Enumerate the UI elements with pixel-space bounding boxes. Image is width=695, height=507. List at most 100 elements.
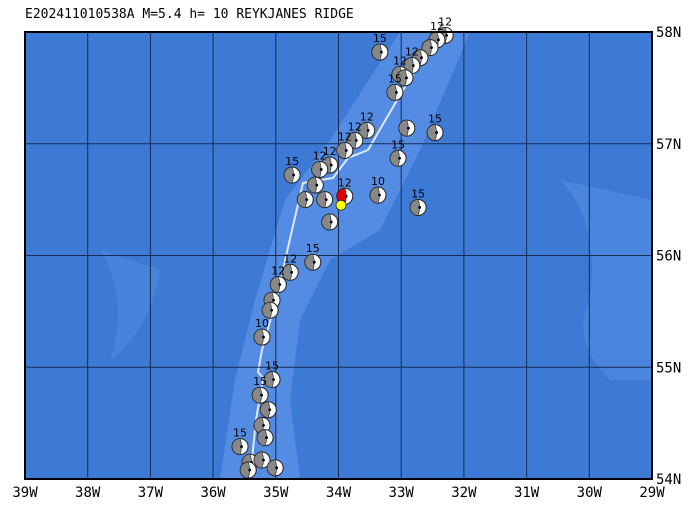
focal-mechanism [266,459,284,477]
beachball-quadrant [283,166,294,184]
lon-tick-label: 29W [639,485,665,501]
focal-mechanism [263,371,281,389]
beachball-center [240,445,243,448]
depth-label: 12 [283,252,297,265]
depth-label: 15 [411,187,425,200]
beachball-center [420,56,423,60]
focal-mechanism [306,176,324,194]
depth-label: 15 [373,32,387,45]
focal-mechanism [281,263,299,281]
beachball-center [437,38,440,42]
beachball-quadrant [358,122,369,139]
beachball-center [406,126,410,130]
beachball-center [272,298,275,302]
beachball-quadrant [251,386,262,404]
beachball-quadrant [426,124,437,141]
beachball-quadrant [260,401,271,419]
lon-tick-label: 39W [12,485,38,501]
beachball-center [272,378,275,381]
depth-label: 15 [233,427,247,440]
lon-tick-label: 32W [451,485,477,501]
beachball-center [262,423,265,427]
depth-label: 12 [438,15,452,28]
beachball-center [378,193,381,197]
beachball-quadrant [386,84,397,101]
lon-tick-label: 37W [138,485,164,501]
beachball-center [315,183,319,187]
depth-label: 15 [265,360,279,373]
beachball-center [319,168,323,171]
beachball-quadrant [369,186,380,204]
beachball-quadrant [239,461,251,479]
beachball-quadrant [389,149,400,167]
depth-label: 10 [371,175,385,188]
depth-label: 12 [338,176,352,189]
events: 1212121215151515101512121212121515121210… [231,15,454,479]
focal-mechanism [261,301,279,319]
beachball-center [270,308,274,312]
focal-mechanism [386,83,404,101]
depth-label: 12 [271,265,285,278]
beachball-center [268,408,272,412]
focal-mechanism [259,401,277,419]
lat-tick-label: 54N [656,472,681,488]
beachball-center [312,260,316,264]
depth-label: 10 [255,317,269,330]
focal-mechanism [389,149,407,167]
beachball-quadrant [261,301,272,319]
focal-mechanism [253,328,271,346]
beachball-center [344,194,348,198]
map-title: E202411010538A M=5.4 h= 10 REYKJANES RID… [25,7,354,22]
beachball-center [445,33,448,37]
focal-mechanism [371,43,389,61]
depth-label: 12 [405,46,419,59]
depth-label: 12 [348,120,362,133]
beachball-center [290,270,294,274]
beachball-center [329,220,333,224]
focal-mechanism [231,438,249,456]
beachball-quadrant [263,371,274,388]
lon-tick-label: 38W [75,485,101,501]
focal-mechanism [253,451,271,469]
focal-mechanism [358,121,376,139]
depth-label: 12 [313,149,327,162]
beachball-quadrant [321,213,332,231]
beachball-center [292,173,296,177]
beachball-quadrant [256,429,267,446]
beachball-center [344,149,348,152]
lon-tick-label: 33W [389,485,415,501]
beachball-quadrant [398,119,409,137]
beachball-center [265,436,269,440]
beachball-center [405,76,408,80]
beachball-center [418,206,422,209]
focal-mechanism [283,166,301,184]
beachball-quadrant [270,276,281,293]
focal-mechanism [296,191,314,209]
beachball-center [379,50,383,54]
beachball-center [411,64,415,67]
depth-label: 12 [393,54,407,67]
focal-mechanism [239,461,257,479]
beachball-center [354,138,358,142]
beachball-center [395,90,398,94]
focal-mechanism [269,276,287,294]
beachball-quadrant [266,459,277,477]
beachball-quadrant [304,253,315,271]
focal-mechanism [316,191,334,209]
depth-label: 12 [323,145,337,158]
focal-mechanism [311,160,329,178]
beachball-center [275,466,279,470]
frame [24,31,653,480]
plate-boundary [249,29,441,480]
focal-mechanism [426,124,444,142]
lat-tick-label: 58N [656,25,681,41]
focal-mechanism [398,119,416,137]
beachball-center [260,393,264,397]
beachball-quadrant [307,176,318,194]
beachball-center [329,163,333,167]
beachball-center [262,335,265,339]
beachball-center [248,468,252,472]
focal-mechanism [304,253,322,271]
depth-label: 15 [388,72,402,85]
beachball-center [262,458,265,462]
